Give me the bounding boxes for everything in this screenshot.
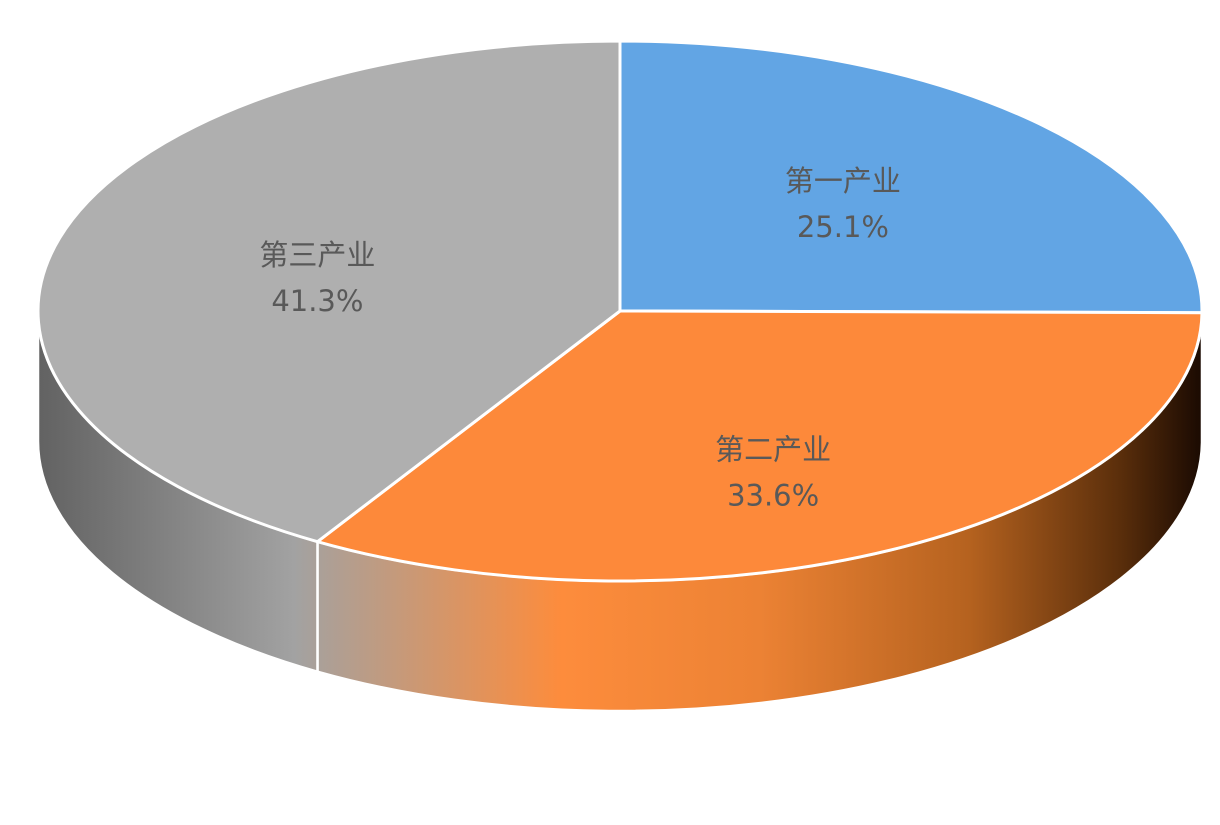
pie-slice-2 (315, 309, 1204, 583)
pie-slice-3 (36, 39, 622, 544)
slice-percent-label: 25.1% (797, 210, 889, 244)
pie-slice-1 (618, 39, 1204, 315)
slice-percent-label: 41.3% (271, 284, 363, 318)
slice-category-label: 第二产业 (715, 433, 831, 467)
slice-category-label: 第三产业 (259, 238, 375, 272)
slice-percent-label: 33.6% (727, 479, 819, 513)
slice-category-label: 第一产业 (785, 164, 901, 198)
